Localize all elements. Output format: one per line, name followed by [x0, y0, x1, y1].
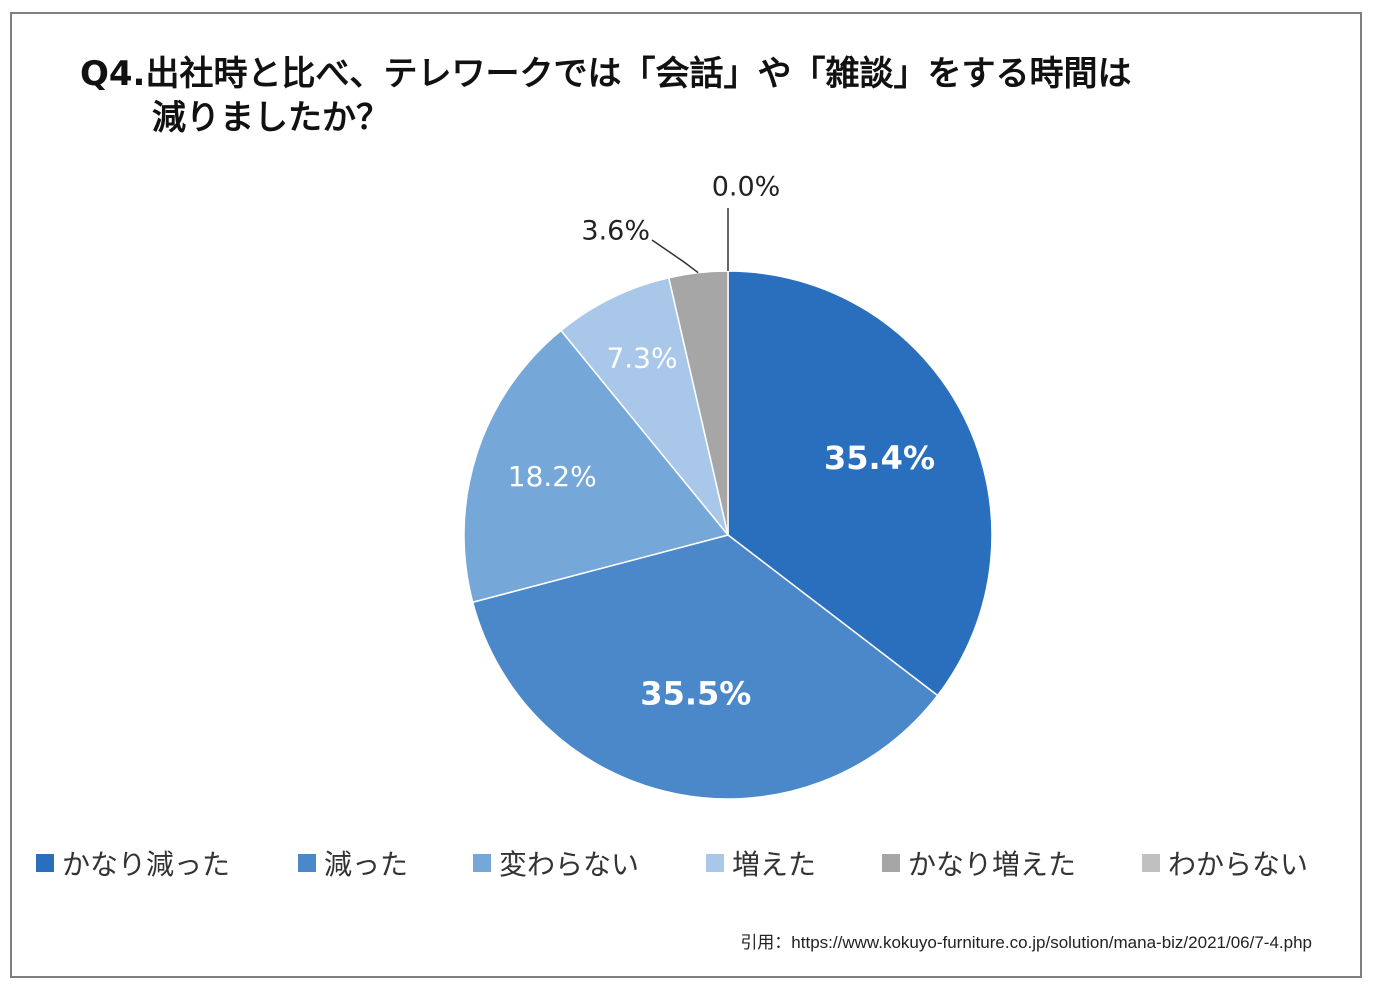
pie-slice-1	[727, 270, 993, 697]
legend-label-3: 変わらない	[499, 848, 640, 881]
legend-label-4: 増えた	[732, 848, 817, 881]
data-label-3: 18.2%	[508, 460, 597, 493]
legend-item-6: わからない	[1142, 843, 1308, 883]
legend-swatch-4	[706, 854, 724, 872]
data-label-1: 35.4%	[824, 439, 935, 477]
data-label-2: 35.5%	[640, 674, 751, 712]
pie-slice-3	[463, 329, 730, 604]
chart-legend: かなり減った 減った 変わらない 増えた かなり増えた わからない	[36, 843, 1336, 883]
legend-swatch-3	[473, 854, 491, 872]
pie-slice-2	[471, 534, 939, 800]
legend-label-5: かなり増えた	[908, 848, 1077, 881]
legend-swatch-6	[1142, 854, 1160, 872]
citation-text: 引用：https://www.kokuyo-furniture.co.jp/so…	[740, 933, 1312, 952]
legend-label-1: かなり減った	[62, 848, 231, 881]
data-label-5: 3.6%	[581, 216, 650, 247]
chart-title-line-1: Q4.出社時と比べ、テレワークでは「会話」や「雑談」をする時間は	[80, 54, 1132, 94]
pie-slice-4	[559, 276, 729, 536]
legend-item-1: かなり減った	[36, 843, 230, 883]
chart-title: Q4.出社時と比べ、テレワークでは「会話」や「雑談」をする時間は 減りましたか？	[80, 52, 1280, 140]
legend-swatch-1	[36, 854, 54, 872]
data-label-6: 0.0%	[712, 172, 781, 203]
legend-item-3: 変わらない	[473, 843, 639, 883]
legend-label-2: 減った	[324, 848, 409, 881]
legend-label-6: わからない	[1168, 848, 1309, 881]
data-label-4: 7.3%	[606, 342, 677, 375]
chart-title-line-2: 減りましたか？	[152, 98, 390, 138]
legend-item-4: 増えた	[706, 843, 816, 883]
legend-swatch-2	[298, 854, 316, 872]
legend-item-2: 減った	[298, 843, 408, 883]
leader-line-5	[651, 239, 699, 274]
legend-item-5: かなり増えた	[882, 843, 1076, 883]
legend-swatch-5	[882, 854, 900, 872]
